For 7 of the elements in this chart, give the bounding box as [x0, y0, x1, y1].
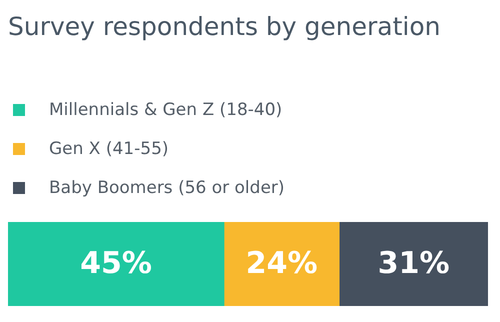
legend-label: Millennials & Gen Z (18-40) [49, 100, 282, 120]
data-label: 31% [378, 246, 450, 281]
data-label: 24% [246, 246, 318, 281]
chart-title: Survey respondents by generation [8, 12, 440, 41]
legend-label: Baby Boomers (56 or older) [49, 178, 285, 198]
legend-label: Gen X (41-55) [49, 138, 169, 158]
data-label: 45% [80, 246, 152, 281]
